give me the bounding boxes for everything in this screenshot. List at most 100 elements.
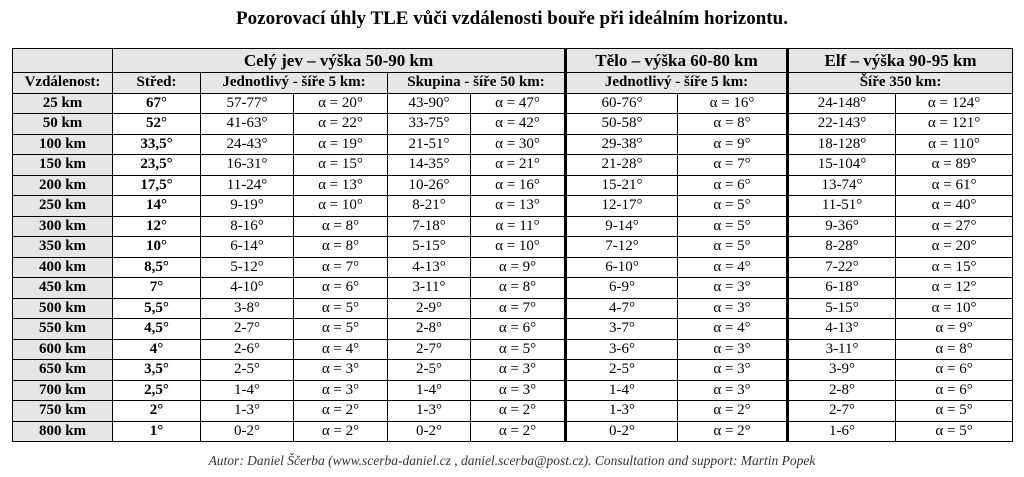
range: 1-3°	[387, 400, 471, 422]
range: 3-11°	[786, 338, 897, 360]
alpha: α = 8°	[293, 215, 388, 237]
alpha: α = 2°	[469, 400, 567, 422]
range: 6-18°	[786, 277, 897, 299]
range: 18-128°	[786, 133, 897, 155]
alpha: α = 3°	[469, 359, 567, 381]
alpha: α = 6°	[469, 318, 567, 340]
range: 5-12°	[200, 256, 294, 278]
alpha: α = 5°	[895, 420, 1014, 442]
range: 8-16°	[200, 215, 294, 237]
distance: 400 km	[12, 256, 113, 278]
sub-header: Střed:	[112, 72, 201, 94]
alpha: α = 47°	[469, 92, 567, 114]
range: 1-4°	[387, 379, 471, 401]
alpha: α = 2°	[293, 420, 388, 442]
center-angle: 17,5°	[112, 174, 201, 196]
footer: Autor: Daniel Ščerba (www.scerba-daniel.…	[208, 453, 816, 468]
table-row: 400 km 8,5° 5-12° α = 7° 4-13° α = 9° 6-10° α =…	[12, 256, 1014, 278]
center-angle: 10°	[112, 236, 201, 258]
alpha: α = 5°	[677, 236, 789, 258]
alpha: α = 2°	[677, 400, 789, 422]
center-angle: 23,5°	[112, 154, 201, 176]
distance: 300 km	[12, 215, 113, 237]
table-row: Vzdálenost: Střed: Jednotlivý - šíře 5 km:…	[12, 72, 1014, 94]
table-row: 300 km 12° 8-16° α = 8° 7-18° α = 11° 9-14° α =…	[12, 215, 1014, 237]
range: 7-18°	[387, 215, 471, 237]
range: 41-63°	[200, 113, 294, 135]
alpha: α = 7°	[677, 154, 789, 176]
range: 6-9°	[564, 277, 679, 299]
range: 21-51°	[387, 133, 471, 155]
range: 16-31°	[200, 154, 294, 176]
table-row: 150 km 23,5° 16-31° α = 15° 14-35° α = 21° 21-…	[12, 154, 1014, 176]
sub-header: Šíře 350 km:	[786, 72, 1014, 94]
alpha: α = 16°	[469, 174, 567, 196]
alpha: α = 2°	[469, 420, 567, 442]
center-angle: 5,5°	[112, 297, 201, 319]
range: 10-26°	[387, 174, 471, 196]
range: 3-6°	[564, 338, 679, 360]
range: 4-13°	[786, 318, 897, 340]
table-row: 600 km 4° 2-6° α = 4° 2-7° α = 5° 3-6° α = 3° 3-…	[12, 338, 1014, 360]
alpha: α = 3°	[677, 277, 789, 299]
alpha: α = 27°	[895, 215, 1014, 237]
alpha: α = 7°	[469, 297, 567, 319]
alpha: α = 5°	[895, 400, 1014, 422]
alpha: α = 10°	[293, 195, 388, 217]
range: 12-17°	[564, 195, 679, 217]
alpha: α = 9°	[677, 133, 789, 155]
table-row: 750 km 2° 1-3° α = 2° 1-3° α = 2° 1-3° α = 2° 2-…	[12, 400, 1014, 422]
center-angle: 14°	[112, 195, 201, 217]
alpha: α = 6°	[677, 174, 789, 196]
range: 1-4°	[564, 379, 679, 401]
table-row: 800 km 1° 0-2° α = 2° 0-2° α = 2° 0-2° α = 2° 1-…	[12, 420, 1014, 442]
alpha: α = 3°	[677, 297, 789, 319]
center-angle: 1°	[112, 420, 201, 442]
range: 2-5°	[564, 359, 679, 381]
alpha: α = 2°	[677, 420, 789, 442]
range: 43-90°	[387, 92, 471, 114]
range: 6-14°	[200, 236, 294, 258]
center-angle: 7°	[112, 277, 201, 299]
alpha: α = 8°	[677, 113, 789, 135]
range: 24-148°	[786, 92, 897, 114]
alpha: α = 2°	[293, 400, 388, 422]
corner-cell	[12, 48, 113, 73]
distance: 550 km	[12, 318, 113, 340]
distance: 800 km	[12, 420, 113, 442]
alpha: α = 6°	[895, 359, 1014, 381]
range: 2-5°	[200, 359, 294, 381]
sub-header: Vzdálenost:	[12, 72, 113, 94]
range: 4-13°	[387, 256, 471, 278]
range: 57-77°	[200, 92, 294, 114]
sub-header: Jednotlivý - šíře 5 km:	[200, 72, 388, 94]
alpha: α = 6°	[895, 379, 1014, 401]
range: 6-10°	[564, 256, 679, 278]
range: 14-35°	[387, 154, 471, 176]
alpha: α = 5°	[293, 318, 388, 340]
center-angle: 2,5°	[112, 379, 201, 401]
table-row: 50 km 52° 41-63° α = 22° 33-75° α = 42° 50-58°…	[12, 113, 1014, 135]
alpha: α = 4°	[293, 338, 388, 360]
distance: 100 km	[12, 133, 113, 155]
alpha: α = 124°	[895, 92, 1014, 114]
range: 1-6°	[786, 420, 897, 442]
group-header: Elf – výška 90-95 km	[786, 48, 1014, 73]
alpha: α = 20°	[293, 92, 388, 114]
range: 3-7°	[564, 318, 679, 340]
alpha: α = 13°	[469, 195, 567, 217]
alpha: α = 3°	[677, 338, 789, 360]
range: 33-75°	[387, 113, 471, 135]
distance: 500 km	[12, 297, 113, 319]
table-row: 25 km 67° 57-77° α = 20° 43-90° α = 47° 60-76°…	[12, 92, 1014, 114]
title: Pozorovací úhly TLE vůči vzdálenosti bou…	[236, 8, 788, 29]
table-row: 700 km 2,5° 1-4° α = 3° 1-4° α = 3° 1-4° α = 3°…	[12, 379, 1014, 401]
alpha: α = 12°	[895, 277, 1014, 299]
distance: 600 km	[12, 338, 113, 360]
range: 29-38°	[564, 133, 679, 155]
range: 4-7°	[564, 297, 679, 319]
alpha: α = 4°	[677, 256, 789, 278]
distance: 750 km	[12, 400, 113, 422]
alpha: α = 110°	[895, 133, 1014, 155]
